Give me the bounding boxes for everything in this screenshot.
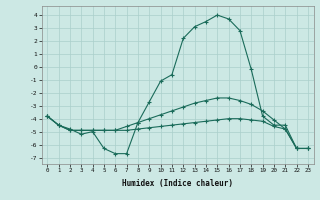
X-axis label: Humidex (Indice chaleur): Humidex (Indice chaleur) (122, 179, 233, 188)
